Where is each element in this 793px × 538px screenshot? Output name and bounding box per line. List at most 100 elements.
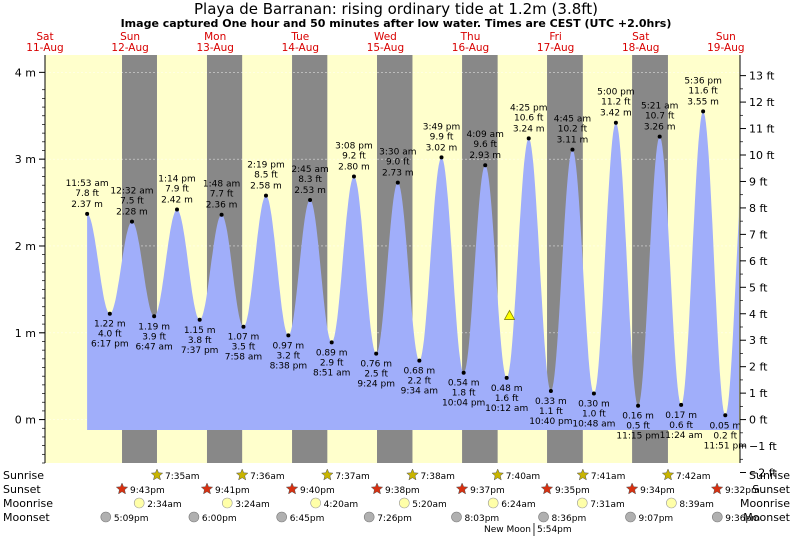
low-tide-label: 7:58 am <box>225 353 262 363</box>
left-axis-tick-label: 3 m <box>15 153 36 166</box>
moonset-icon <box>363 511 375 523</box>
high-tide-label: 3.26 m <box>644 123 676 133</box>
row-label-right: Sunrise <box>749 469 790 482</box>
sunset-time-label: 9:32pm <box>725 486 760 496</box>
low-tide-label: 1.8 ft <box>452 389 476 399</box>
low-tide-label: 3.8 ft <box>188 336 212 346</box>
day-date-label: 11-Aug <box>26 42 63 54</box>
high-tide-label: 7.7 ft <box>210 190 234 200</box>
right-axis-tick-label: 5 ft <box>749 281 768 294</box>
moonrise-time-label: 7:31am <box>590 500 625 510</box>
right-axis-tick-label: 2 ft <box>749 361 768 374</box>
low-tide-label: 0.48 m <box>491 384 523 394</box>
low-tide-label: 3.5 ft <box>232 343 256 353</box>
high-tide-label: 4:25 pm <box>510 103 548 113</box>
high-tide-label: 3.42 m <box>600 109 632 119</box>
high-tide-label: 2:19 pm <box>247 161 285 171</box>
row-label-left: Moonrise <box>3 497 53 510</box>
sunset-time-label: 9:40pm <box>300 486 335 496</box>
right-axis-tick-label: 4 ft <box>749 308 768 321</box>
high-tide-point <box>657 134 662 139</box>
high-tide-label: 10.2 ft <box>558 125 588 135</box>
high-tide-label: 3.11 m <box>557 136 589 146</box>
moonset-icon <box>451 511 462 523</box>
high-tide-label: 8.3 ft <box>298 175 322 185</box>
right-axis-tick-label: 12 ft <box>749 96 775 109</box>
high-tide-label: 2.28 m <box>116 208 148 218</box>
tide-area <box>87 111 740 431</box>
day-date-label: 17-Aug <box>537 42 574 54</box>
low-tide-label: 0.97 m <box>273 341 305 351</box>
sunrise-icon <box>576 468 590 481</box>
low-tide-label: 10:04 pm <box>442 399 485 409</box>
low-tide-label: 0.30 m <box>578 400 610 410</box>
right-axis-tick-label: 7 ft <box>749 228 768 241</box>
low-tide-label: 10:12 am <box>485 404 528 414</box>
day-name-label: Sat <box>632 31 649 43</box>
high-tide-point <box>351 174 356 179</box>
day-date-label: 19-Aug <box>707 42 744 54</box>
row-label-left: Sunset <box>3 483 41 496</box>
high-tide-point <box>85 211 90 216</box>
low-tide-label: 3.9 ft <box>142 332 166 342</box>
low-tide-label: 0.89 m <box>316 348 348 358</box>
high-tide-point <box>308 197 313 202</box>
right-axis-tick-label: 0 ft <box>749 414 768 427</box>
moonset-time-label: 9:07pm <box>639 514 674 524</box>
high-tide-point <box>613 120 618 125</box>
sunset-icon <box>115 482 129 495</box>
high-tide-label: 2.80 m <box>338 163 370 173</box>
high-tide-label: 4:09 am <box>467 130 504 140</box>
chart-subtitle: Image captured One hour and 50 minutes a… <box>121 17 672 30</box>
sunrise-icon <box>661 468 675 481</box>
low-tide-label: 1.22 m <box>94 320 126 330</box>
sunset-icon <box>200 482 214 495</box>
high-tide-label: 9.6 ft <box>473 140 497 150</box>
high-tide-point <box>483 163 488 168</box>
high-tide-label: 3.55 m <box>687 97 719 107</box>
right-axis-tick-label: −1 ft <box>749 440 777 453</box>
sunset-icon <box>370 482 384 495</box>
high-tide-label: 11:53 am <box>66 179 109 189</box>
low-tide-point <box>152 314 157 319</box>
moonrise-icon <box>221 497 233 509</box>
sunset-icon <box>625 482 639 495</box>
day-date-label: 13-Aug <box>196 42 233 54</box>
high-tide-label: 9.9 ft <box>430 132 454 142</box>
current-level-marker <box>503 309 516 320</box>
low-tide-label: 8:38 pm <box>270 361 308 371</box>
high-tide-point <box>175 207 180 212</box>
moonset-icon <box>188 511 200 523</box>
low-tide-point <box>286 333 291 338</box>
high-tide-label: 2.93 m <box>469 151 501 161</box>
day-name-label: Tue <box>290 31 309 43</box>
low-tide-label: 0.5 ft <box>626 422 650 432</box>
moonrise-time-label: 2:34am <box>147 500 182 510</box>
high-tide-label: 2:45 am <box>291 165 328 175</box>
sun-time-label: 7:38am <box>420 472 455 482</box>
left-axis-tick-label: 0 m <box>15 414 36 427</box>
low-tide-point <box>461 370 466 375</box>
right-axis-tick-label: 11 ft <box>749 123 775 136</box>
day-name-label: Sun <box>120 31 140 43</box>
right-axis-tick-label: 10 ft <box>749 149 775 162</box>
moonset-time-label: 8:03pm <box>465 514 500 524</box>
day-name-label: Thu <box>460 31 481 43</box>
low-tide-label: 11:15 pm <box>616 432 659 442</box>
high-tide-point <box>570 147 575 152</box>
day-date-label: 12-Aug <box>111 42 148 54</box>
low-tide-label: 8:51 am <box>313 368 350 378</box>
moon-phase-time: 5:54pm <box>537 525 572 535</box>
high-tide-label: 1:14 pm <box>158 175 196 185</box>
low-tide-label: 9:34 am <box>401 387 438 397</box>
moonrise-icon <box>133 497 145 509</box>
low-tide-point <box>329 340 334 345</box>
high-tide-label: 2.37 m <box>71 200 103 210</box>
low-tide-label: 0.6 ft <box>669 421 693 431</box>
low-tide-label: 7:37 pm <box>181 346 219 356</box>
high-tide-label: 11.2 ft <box>601 98 631 108</box>
low-tide-label: 10:48 am <box>572 420 615 430</box>
right-axis-tick-label: 8 ft <box>749 202 768 215</box>
high-tide-label: 7.9 ft <box>165 185 189 195</box>
